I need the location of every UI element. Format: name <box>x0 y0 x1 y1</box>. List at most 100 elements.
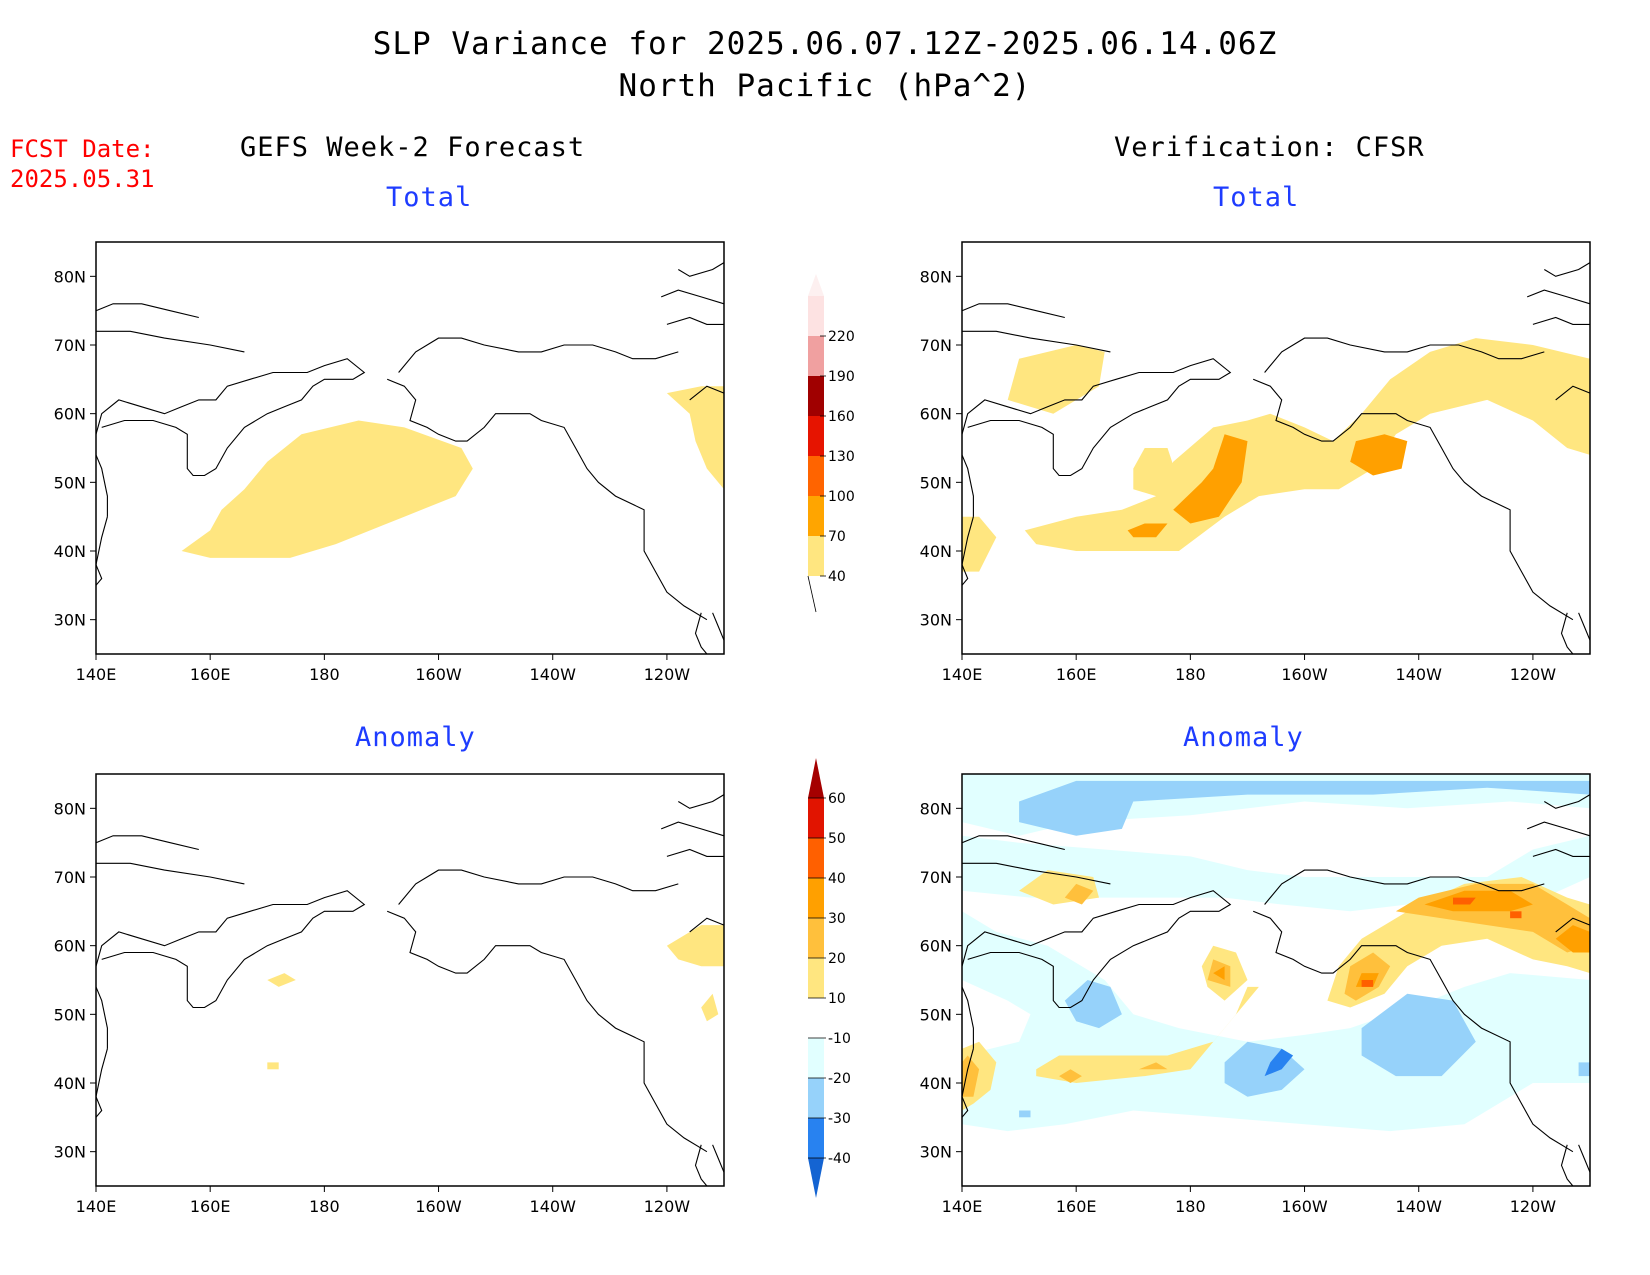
lat-tick-label: 60N <box>54 405 86 424</box>
coastline <box>1555 917 1591 933</box>
panel-title-right-bottom: Anomaly <box>1183 722 1304 753</box>
coastline <box>398 337 679 373</box>
contour-fill-region <box>1059 1069 1082 1083</box>
map-frame <box>961 773 1591 1187</box>
colorbar-label: 160 <box>828 409 855 425</box>
panel-title-right-top: Total <box>1213 182 1300 213</box>
map-panel-forecast-total: 140E 160E 180 160W 140W 120W 30N 40N 50N 60N 70N 80… <box>54 241 725 684</box>
colorbar-swatch <box>808 496 824 536</box>
lon-tick-label: 140W <box>530 1197 577 1216</box>
coastline <box>1560 1144 1574 1187</box>
contour-fill-region <box>1424 890 1533 912</box>
colorbar-label: 10 <box>828 991 846 1007</box>
coastline <box>95 303 199 319</box>
coastline <box>95 835 199 851</box>
colorbar-swatch <box>808 838 824 878</box>
lat-tick-label: 30N <box>920 1143 952 1162</box>
coastline <box>660 289 725 305</box>
contour-fill-region <box>1173 434 1248 524</box>
lon-tick-label: 160E <box>190 1197 231 1216</box>
lon-tick-label: 160W <box>1281 665 1328 684</box>
coastline <box>961 303 1065 319</box>
lon-tick-label: 140E <box>942 1197 983 1216</box>
contour-fill-region <box>1007 345 1105 414</box>
chart-title-line2: North Pacific (hPa^2) <box>618 68 1032 104</box>
lat-tick-label: 60N <box>920 405 952 424</box>
coastline <box>95 890 366 1009</box>
lat-tick-label: 80N <box>54 799 86 818</box>
map-frame <box>95 241 725 655</box>
coastline <box>1532 316 1590 325</box>
coastline <box>678 794 725 809</box>
colorbar-anomaly: -40 -30 -20 -10 10 20 30 40 50 60 <box>808 758 851 1198</box>
colorbar-label: 190 <box>828 369 855 385</box>
lat-tick-label: 70N <box>920 336 952 355</box>
lon-tick-label: 140W <box>1396 1197 1443 1216</box>
coastline <box>1560 612 1574 655</box>
colorbar-top-arrow <box>808 274 824 296</box>
contour-fill-region <box>1555 925 1590 953</box>
lat-tick-label: 50N <box>54 1005 86 1024</box>
colorbar-label: 40 <box>828 569 846 585</box>
coastline <box>961 454 974 517</box>
lon-tick-label: 140E <box>76 1197 117 1216</box>
coastline <box>712 1144 725 1173</box>
fcst-date-label: FCST Date: <box>10 135 155 163</box>
coastline <box>712 612 725 641</box>
colorbar-swatch <box>808 918 824 958</box>
contour-fill-region <box>267 973 296 987</box>
lat-tick-label: 40N <box>920 542 952 561</box>
colorbar-swatch <box>808 878 824 918</box>
contour-fill-region <box>666 386 724 490</box>
lon-tick-label: 180 <box>309 1197 340 1216</box>
coastline <box>1544 794 1591 809</box>
coastline <box>386 910 708 1153</box>
colorbar-swatch <box>808 958 824 998</box>
colorbar-label: 30 <box>828 911 846 927</box>
colorbar-swatch <box>808 336 824 376</box>
contour-fill-region <box>1453 897 1476 905</box>
coastline <box>694 612 708 655</box>
contour-fill-region <box>1019 780 1590 836</box>
colorbar-swatch <box>808 416 824 456</box>
colorbar-swatch <box>808 1038 824 1078</box>
coastline <box>961 890 1232 1009</box>
contour-fill-region <box>1361 980 1374 987</box>
lat-tick-label: 80N <box>54 267 86 286</box>
lon-tick-label: 160E <box>1056 1197 1097 1216</box>
contour-fill-region <box>1133 448 1179 497</box>
lat-tick-label: 50N <box>920 1005 952 1024</box>
lon-tick-label: 120W <box>644 1197 691 1216</box>
colorbar-label: 220 <box>828 329 855 345</box>
lat-tick-label: 70N <box>54 336 86 355</box>
lon-tick-label: 180 <box>1175 1197 1206 1216</box>
lon-tick-label: 180 <box>309 665 340 684</box>
coastline <box>95 454 108 517</box>
lat-tick-label: 70N <box>920 868 952 887</box>
panel-title-left-top: Total <box>386 182 473 213</box>
lat-tick-label: 40N <box>54 1074 86 1093</box>
coastline <box>1526 289 1591 305</box>
contour-fill-region <box>181 420 473 558</box>
colorbar-swatch <box>808 798 824 838</box>
lon-tick-label: 140E <box>76 665 117 684</box>
colorbar-label: 40 <box>828 871 846 887</box>
colorbar-swatch <box>808 998 824 1038</box>
coastline <box>1264 869 1545 905</box>
lon-tick-label: 160E <box>1056 665 1097 684</box>
coastline <box>1252 378 1574 621</box>
contour-fill-region <box>666 925 724 967</box>
lat-tick-label: 40N <box>54 542 86 561</box>
coastline <box>666 316 724 325</box>
colorbar-label: 100 <box>828 489 855 505</box>
lon-tick-label: 140W <box>1396 665 1443 684</box>
colorbar-label: -40 <box>828 1151 851 1167</box>
coastline <box>1526 821 1591 837</box>
contour-fill-region <box>1361 993 1476 1077</box>
lon-tick-label: 160W <box>415 1197 462 1216</box>
contour-fill-region <box>962 516 997 572</box>
contour-fill-region <box>1264 1048 1294 1077</box>
coastline <box>95 1048 108 1118</box>
lat-tick-label: 70N <box>54 868 86 887</box>
colorbar-swatch <box>808 376 824 416</box>
